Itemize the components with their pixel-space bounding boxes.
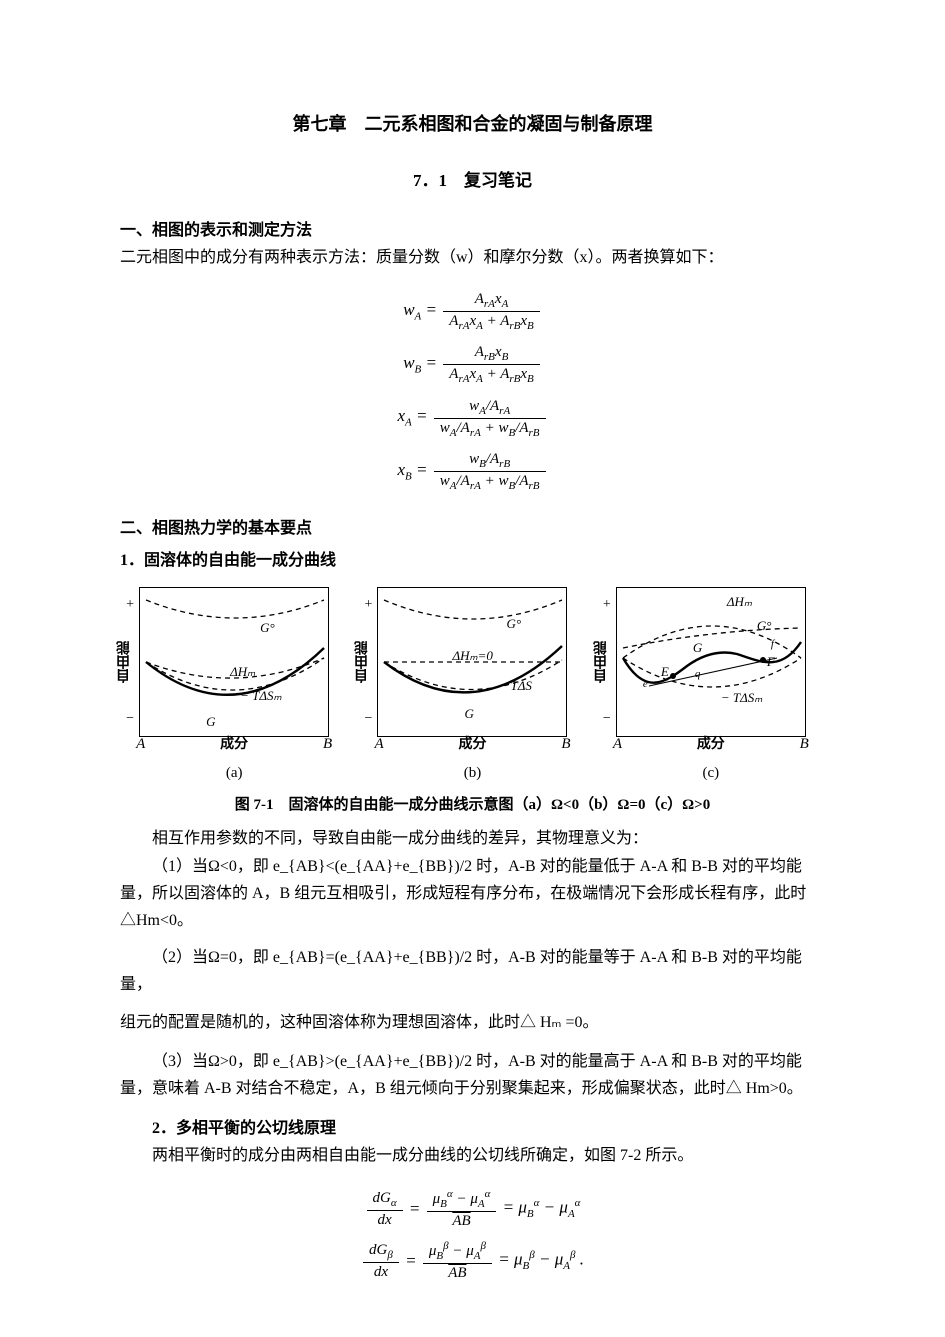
label-TDS-a: − TΔSₘ — [240, 686, 281, 707]
corner-A: A — [374, 732, 383, 756]
corner-B: B — [323, 732, 332, 756]
ytick-minus: − — [364, 708, 372, 730]
chart-panel-b: 自由能 + − G° ΔHₘ=0 − TΔS G A 成分 B (b) — [358, 587, 586, 785]
corner-B: B — [800, 732, 809, 756]
figure-7-1: 自由能 + − G° ΔHₘ − TΔSₘ G A 成分 B (a) 自由能 +… — [120, 587, 825, 785]
label-G-c: G — [693, 638, 702, 659]
chart-frame-a: 自由能 + − G° ΔHₘ − TΔSₘ G A 成分 B — [139, 587, 329, 737]
equation-block-2: dGαdx = μBα − μAαAB = μBα − μAα dGβdx = … — [120, 1183, 825, 1287]
label-f: f — [771, 636, 774, 654]
label-G-b: G — [464, 704, 473, 725]
eq2-row-1: dGαdx = μBα − μAαAB = μBα − μAα — [365, 1188, 581, 1230]
label-G0-b: G° — [506, 614, 521, 635]
curve-G0 — [146, 600, 324, 618]
label-E: E — [661, 662, 669, 683]
chart-frame-c: 自由能 + − ΔHₘ G° − TΔSₘ G e E q f F A 成分 — [616, 587, 806, 737]
heading-1: 一、相图的表示和测定方法 — [120, 218, 825, 244]
figure-caption: 图 7-1 固溶体的自由能一成分曲线示意图（a）Ω<0（b）Ω=0（c）Ω>0 — [120, 793, 825, 817]
paragraph-1: 二元相图中的成分有两种表示方法：质量分数（w）和摩尔分数（x）。两者换算如下： — [120, 244, 825, 271]
y-axis-label: 自由能 — [591, 641, 613, 683]
label-q: q — [695, 666, 701, 684]
label-TDS-c: − TΔSₘ — [721, 688, 762, 709]
corner-A: A — [613, 732, 622, 756]
label-dHm-a: ΔHₘ — [230, 662, 255, 683]
x-axis-label: 成分 — [458, 734, 486, 756]
ytick-plus: + — [126, 594, 134, 616]
ytick-plus: + — [364, 594, 372, 616]
y-axis-label: 自由能 — [352, 641, 374, 683]
ytick-plus: + — [603, 594, 611, 616]
panel-tag-c: (c) — [702, 761, 719, 785]
eq1-row-1: wA = ArAxAArAxA + ArBxB — [403, 290, 542, 333]
eq2-row-2: dGβdx = μBβ − μAβAB = μBβ − μAβ . — [361, 1240, 584, 1282]
panel-tag-a: (a) — [226, 761, 243, 785]
chart-c-svg — [617, 588, 807, 738]
label-G0-c: G° — [757, 616, 772, 637]
heading-2-1: 1．固溶体的自由能一成分曲线 — [120, 548, 825, 574]
y-axis-label: 自由能 — [114, 641, 136, 683]
panel-tag-b: (b) — [464, 761, 482, 785]
section-title: 7．1 复习笔记 — [120, 167, 825, 194]
chart-panel-c: 自由能 + − ΔHₘ G° − TΔSₘ G e E q f F A 成分 — [597, 587, 825, 785]
corner-B: B — [561, 732, 570, 756]
chapter-title: 第七章 二元系相图和合金的凝固与制备原理 — [120, 110, 825, 139]
label-G-a: G — [206, 712, 215, 733]
x-axis-label: 成分 — [697, 734, 725, 756]
ytick-minus: − — [126, 708, 134, 730]
paragraph-3: （1）当Ω<0，即 e_{AB}<(e_{AA}+e_{BB})/2 时，A-B… — [120, 853, 825, 935]
node-E — [670, 673, 676, 679]
chart-frame-b: 自由能 + − G° ΔHₘ=0 − TΔS G A 成分 B — [377, 587, 567, 737]
paragraph-5: （3）当Ω>0，即 e_{AB}>(e_{AA}+e_{BB})/2 时，A-B… — [120, 1048, 825, 1102]
node-F — [760, 657, 766, 663]
curve-G0 — [384, 600, 562, 619]
paragraph-4: （2）当Ω=0，即 e_{AB}=(e_{AA}+e_{BB})/2 时，A-B… — [120, 944, 825, 998]
label-e: e — [643, 676, 648, 694]
curve-G0 — [623, 628, 801, 648]
label-dHm-c: ΔHₘ — [727, 592, 752, 613]
heading-2: 二、相图热力学的基本要点 — [120, 516, 825, 542]
eq1-row-4: xB = wB/ArBwA/ArA + wB/ArB — [397, 450, 547, 493]
corner-A: A — [136, 732, 145, 756]
label-F: F — [767, 652, 775, 673]
ytick-minus: − — [603, 708, 611, 730]
label-TDS-b: − TΔS — [498, 676, 531, 697]
label-G0-a: G° — [260, 618, 275, 639]
paragraph-6: 两相平衡时的成分由两相自由能一成分曲线的公切线所确定，如图 7-2 所示。 — [120, 1142, 825, 1169]
equation-block-1: wA = ArAxAArAxA + ArBxB wB = ArBxBArAxA … — [120, 285, 825, 499]
heading-2-2: 2．多相平衡的公切线原理 — [120, 1116, 825, 1142]
paragraph-2: 相互作用参数的不同，导致自由能一成分曲线的差异，其物理意义为： — [120, 825, 825, 852]
eq1-row-2: wB = ArBxBArAxA + ArBxB — [403, 343, 542, 386]
eq1-row-3: xA = wA/ArAwA/ArA + wB/ArB — [397, 397, 547, 440]
chart-panel-a: 自由能 + − G° ΔHₘ − TΔSₘ G A 成分 B (a) — [120, 587, 348, 785]
label-dHm-b: ΔHₘ=0 — [452, 646, 492, 667]
paragraph-4b: 组元的配置是随机的，这种固溶体称为理想固溶体，此时△ Hₘ =0。 — [120, 1009, 825, 1036]
x-axis-label: 成分 — [220, 734, 248, 756]
